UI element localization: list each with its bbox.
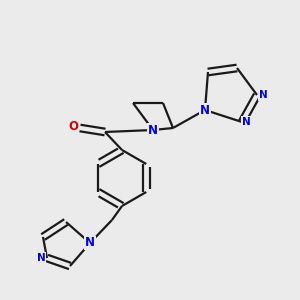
- Text: N: N: [37, 253, 45, 263]
- Text: N: N: [259, 90, 267, 100]
- Text: N: N: [200, 103, 210, 116]
- Text: N: N: [148, 124, 158, 136]
- Text: O: O: [68, 119, 78, 133]
- Text: N: N: [85, 236, 95, 250]
- Text: N: N: [242, 117, 250, 127]
